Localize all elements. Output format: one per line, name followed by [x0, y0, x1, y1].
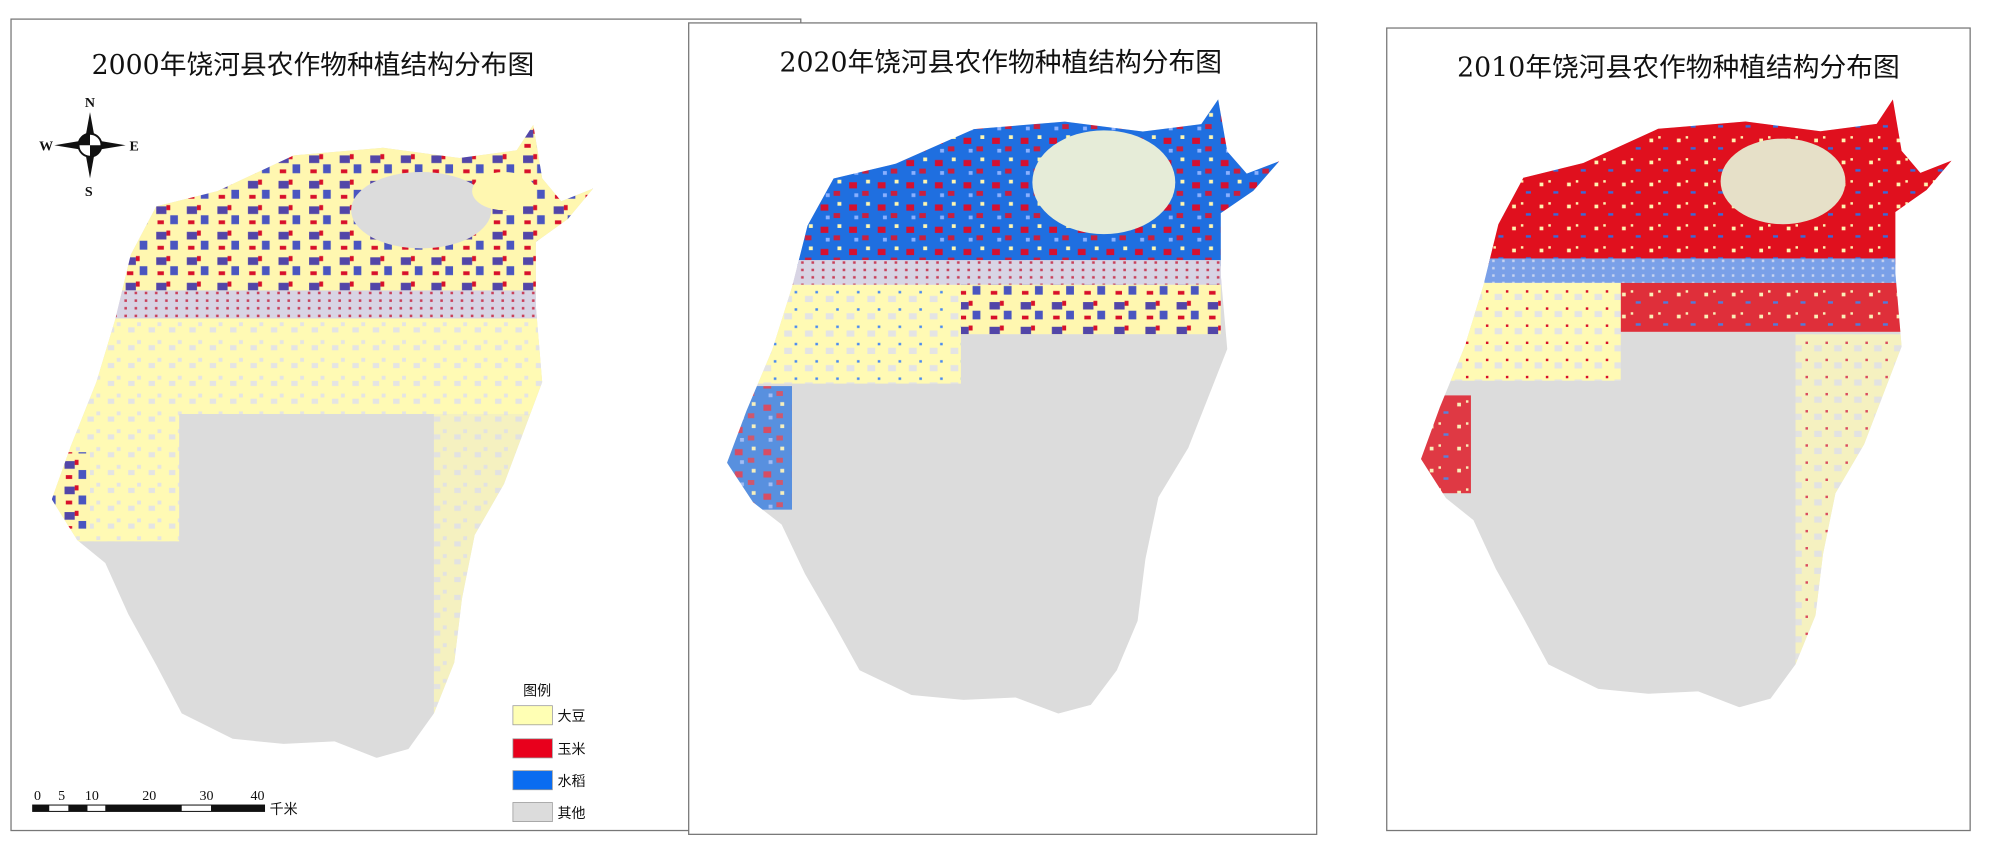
scale-label: 20: [142, 789, 156, 804]
scale-unit: 千米: [270, 802, 298, 818]
legend-title: 图例: [523, 683, 551, 699]
compass-n: N: [85, 96, 95, 111]
legend: 图例 大豆 玉米 水稻 其他: [512, 683, 585, 822]
compass-s: S: [85, 185, 93, 200]
scale-label: 10: [85, 789, 99, 804]
map-panel-2020: 2020年饶河县农作物种植结构分布图: [688, 22, 1318, 835]
legend-swatch-soybean: [512, 705, 553, 726]
legend-label: 其他: [557, 806, 585, 822]
scale-label: 5: [58, 789, 65, 804]
map-title: 2000年饶河县农作物种植结构分布图: [92, 50, 535, 81]
map-panel-2000: 2000年饶河县农作物种植结构分布图 N S W E 0: [10, 18, 802, 832]
map-title: 2020年饶河县农作物种植结构分布图: [779, 47, 1222, 78]
scale-label: 0: [34, 789, 41, 804]
legend-swatch-corn: [512, 738, 553, 759]
scale-label: 30: [200, 789, 214, 804]
scale-bar: 0 5 10 20 30 40 千米: [32, 789, 298, 818]
compass-e: E: [129, 139, 138, 154]
legend-swatch-rice: [512, 770, 553, 791]
map-panel-2010: 2010年饶河县农作物种植结构分布图: [1386, 27, 1971, 832]
legend-label: 水稻: [557, 774, 585, 790]
map-title: 2010年饶河县农作物种植结构分布图: [1457, 52, 1900, 83]
legend-label: 玉米: [557, 742, 585, 758]
compass-w: W: [39, 139, 53, 154]
north-arrow: N S W E: [39, 96, 139, 200]
scale-label: 40: [251, 789, 265, 804]
legend-label: 大豆: [557, 709, 585, 725]
legend-swatch-other: [512, 802, 553, 822]
